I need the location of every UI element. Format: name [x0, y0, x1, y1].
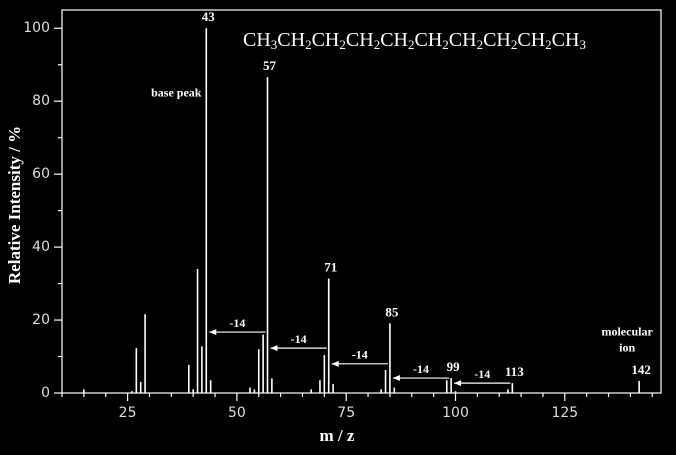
peak-label: 71 — [324, 259, 337, 274]
y-tick-label: 100 — [23, 20, 50, 36]
y-tick-label: 0 — [41, 385, 50, 401]
peak-label: 57 — [263, 58, 277, 73]
arrow-head — [209, 329, 217, 336]
y-axis-title: Relative Intensity / % — [5, 126, 24, 284]
loss-label: -14 — [413, 362, 429, 376]
loss-label: -14 — [229, 316, 245, 330]
y-tick-label: 40 — [32, 239, 50, 255]
peak-label: 85 — [385, 304, 399, 319]
x-tick-label: 75 — [337, 405, 355, 421]
arrow-head — [392, 375, 400, 382]
peak-label: 99 — [447, 359, 461, 374]
peak-label: 142 — [631, 362, 651, 377]
x-tick-label: 125 — [551, 405, 578, 421]
y-tick-label: 20 — [32, 312, 50, 328]
annotation: base peak — [151, 86, 202, 100]
x-tick-label: 50 — [228, 405, 246, 421]
peak-label: 113 — [505, 364, 524, 379]
y-tick-label: 80 — [32, 93, 50, 109]
x-tick-label: 100 — [442, 405, 469, 421]
arrow-head — [331, 360, 339, 367]
x-axis-title: m / z — [320, 426, 355, 445]
y-tick-label: 60 — [32, 166, 50, 182]
loss-label: -14 — [352, 348, 368, 362]
plot-frame — [61, 9, 662, 394]
peak-label: 43 — [202, 9, 216, 24]
loss-label: -14 — [474, 367, 490, 381]
formula: CH3CH2CH2CH2CH2CH2CH2CH2CH2CH3 — [243, 29, 586, 52]
loss-label: -14 — [291, 332, 307, 346]
annotation: molecular — [601, 325, 653, 339]
arrow-head — [454, 380, 462, 387]
annotation: ion — [619, 341, 635, 355]
x-tick-label: 25 — [119, 405, 137, 421]
arrow-head — [270, 345, 278, 352]
